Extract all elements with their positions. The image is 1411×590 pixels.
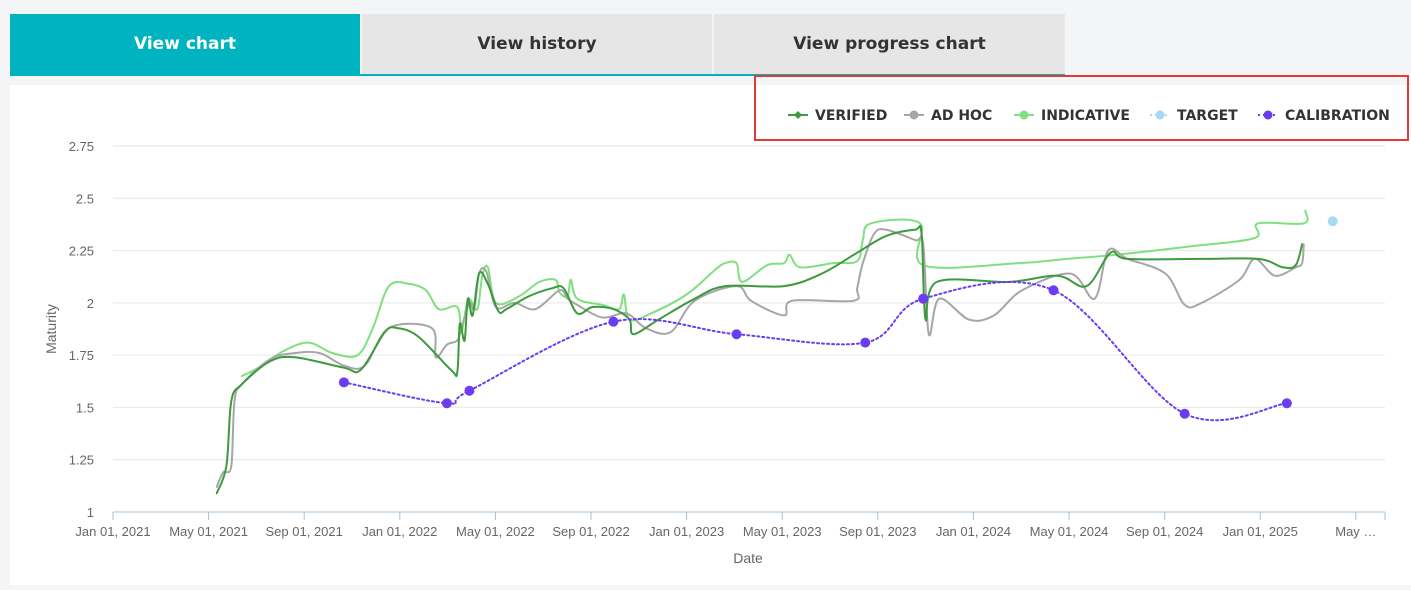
calibration-point	[464, 385, 475, 396]
tab-view-chart[interactable]: View chart	[10, 14, 362, 74]
legend-indicative-marker	[1019, 110, 1029, 120]
y-tick-label: 2.75	[69, 139, 94, 154]
legend-target-marker	[1155, 110, 1165, 120]
x-tick-label: Sep 01, 2023	[839, 524, 916, 539]
verified-series-line	[215, 224, 1304, 495]
x-tick-label: Jan 01, 2022	[362, 524, 437, 539]
calibration-point	[918, 293, 929, 304]
y-tick-label: 1.25	[69, 453, 94, 468]
calibration-point	[441, 398, 452, 409]
legend-highlight-box	[754, 75, 1409, 141]
x-tick-label: Sep 01, 2021	[266, 524, 343, 539]
calibration-series-line	[342, 281, 1288, 422]
calibration-point	[608, 316, 619, 327]
y-tick-label: 1.5	[76, 400, 94, 415]
x-tick-label: May 01, 2023	[743, 524, 822, 539]
legend-adhoc-marker	[909, 110, 919, 120]
legend-target-label: TARGET	[1177, 108, 1238, 124]
legend-verified-marker	[794, 111, 802, 119]
calibration-point	[338, 377, 349, 388]
chart-panel	[10, 85, 1411, 585]
x-tick-label: May 01, 2021	[169, 524, 248, 539]
legend-calibration-marker	[1263, 110, 1273, 120]
calibration-point	[731, 329, 742, 340]
legend-calibration-label: CALIBRATION	[1285, 108, 1390, 124]
x-tick-label: Jan 01, 2024	[936, 524, 1011, 539]
x-tick-label: May …	[1335, 524, 1376, 539]
tab-view-progress-chart[interactable]: View progress chart	[714, 14, 1065, 74]
x-tick-label: Sep 01, 2022	[552, 524, 629, 539]
tab-underline	[10, 74, 1065, 76]
adhoc-series-line	[215, 228, 1305, 488]
x-tick-label: Jan 01, 2025	[1223, 524, 1298, 539]
calibration-point	[1281, 398, 1292, 409]
x-tick-label: May 01, 2022	[456, 524, 535, 539]
view-tabs: View chart View history View progress ch…	[10, 14, 1065, 76]
y-axis-title: Maturity	[43, 304, 59, 354]
y-tick-label: 2	[87, 296, 94, 311]
x-tick-label: Jan 01, 2023	[649, 524, 724, 539]
legend-verified-label: VERIFIED	[815, 108, 887, 124]
target-point	[1327, 216, 1338, 227]
x-tick-label: May 01, 2024	[1030, 524, 1109, 539]
tab-view-history[interactable]: View history	[362, 14, 714, 74]
calibration-point	[1048, 285, 1059, 296]
indicative-series-line	[240, 209, 1309, 378]
y-tick-label: 1.75	[69, 348, 94, 363]
y-tick-label: 2.25	[69, 244, 94, 259]
y-tick-label: 2.5	[76, 191, 94, 206]
y-tick-label: 1	[87, 505, 94, 520]
legend-adhoc-label: AD HOC	[931, 108, 992, 124]
x-tick-label: Jan 01, 2021	[75, 524, 150, 539]
calibration-point	[1179, 408, 1190, 419]
legend-indicative-label: INDICATIVE	[1041, 108, 1130, 124]
x-axis-title: Date	[733, 550, 763, 566]
calibration-point	[860, 337, 871, 348]
x-tick-label: Sep 01, 2024	[1126, 524, 1203, 539]
